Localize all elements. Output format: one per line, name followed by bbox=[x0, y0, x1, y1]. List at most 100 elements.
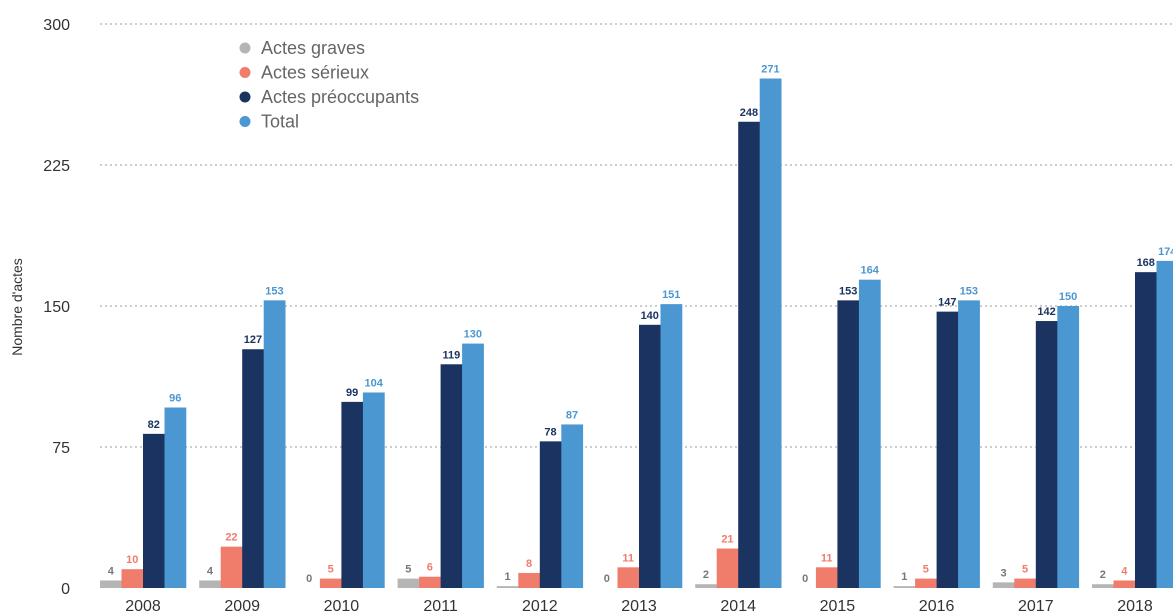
data-label: 153 bbox=[265, 285, 283, 297]
legend-entry: Actes préoccupants bbox=[261, 87, 419, 107]
data-label: 127 bbox=[244, 334, 262, 346]
bar bbox=[164, 407, 187, 588]
data-label: 2 bbox=[1100, 569, 1106, 581]
data-label: 11 bbox=[622, 552, 634, 564]
data-label: 153 bbox=[960, 285, 978, 297]
bar bbox=[263, 300, 286, 588]
data-label: 0 bbox=[306, 573, 312, 585]
x-tick-label: 2013 bbox=[621, 598, 657, 614]
bar bbox=[539, 441, 562, 588]
bar bbox=[518, 572, 541, 588]
bar bbox=[496, 586, 519, 588]
data-label: 271 bbox=[761, 64, 779, 76]
data-label: 87 bbox=[566, 409, 578, 421]
bar bbox=[958, 300, 980, 588]
x-tick-label: 2016 bbox=[919, 598, 955, 614]
bar bbox=[220, 546, 243, 588]
legend: Actes graves Actes sérieux Actes préoccupa… bbox=[239, 38, 419, 132]
data-label: 248 bbox=[740, 107, 758, 119]
x-tick-label: 2017 bbox=[1018, 598, 1054, 614]
bar bbox=[992, 582, 1015, 588]
data-label: 153 bbox=[839, 285, 857, 297]
x-tick-label: 2012 bbox=[522, 598, 558, 614]
x-tick-label: 2018 bbox=[1117, 598, 1153, 614]
data-label: 151 bbox=[662, 289, 680, 301]
data-label: 11 bbox=[821, 552, 833, 564]
legend-entry: Total bbox=[261, 112, 299, 132]
x-axis-ticks: 2008 2009 2010 2011 2012 2013 2014 2015 2016 2017… bbox=[125, 598, 1153, 614]
y-tick-label: 75 bbox=[52, 440, 70, 457]
data-label: 21 bbox=[721, 534, 733, 546]
data-label: 104 bbox=[364, 377, 383, 389]
bar bbox=[1113, 580, 1136, 588]
bar bbox=[362, 392, 385, 588]
data-label: 5 bbox=[1022, 564, 1028, 576]
grid-lines bbox=[100, 23, 1173, 448]
data-label: 10 bbox=[126, 554, 138, 566]
bar bbox=[1035, 321, 1058, 588]
bar bbox=[242, 349, 264, 588]
data-label: 119 bbox=[442, 349, 460, 361]
x-tick-label: 2011 bbox=[423, 598, 458, 614]
bars bbox=[100, 78, 1173, 589]
data-label: 0 bbox=[604, 573, 610, 585]
data-label: 5 bbox=[328, 564, 334, 576]
data-label: 142 bbox=[1037, 306, 1055, 318]
data-label: 4 bbox=[1121, 565, 1128, 577]
legend-marker bbox=[239, 116, 251, 127]
bar bbox=[143, 433, 165, 588]
x-tick-label: 2015 bbox=[820, 598, 856, 614]
data-label: 168 bbox=[1137, 257, 1155, 269]
x-tick-label: 2008 bbox=[125, 598, 161, 614]
bar bbox=[419, 576, 441, 588]
data-label: 147 bbox=[938, 297, 956, 309]
bar bbox=[837, 300, 860, 588]
data-label: 5 bbox=[405, 564, 411, 576]
bar bbox=[915, 578, 937, 588]
bar bbox=[100, 580, 122, 588]
bar bbox=[341, 401, 364, 588]
bar bbox=[199, 580, 221, 588]
bar bbox=[397, 578, 420, 588]
bar bbox=[660, 304, 683, 588]
data-label: 99 bbox=[346, 387, 358, 399]
data-label: 5 bbox=[923, 564, 929, 576]
y-tick-label: 150 bbox=[43, 299, 70, 316]
x-tick-label: 2014 bbox=[720, 598, 756, 614]
data-label: 2 bbox=[703, 569, 709, 581]
bar bbox=[462, 343, 484, 588]
x-tick-label: 2010 bbox=[324, 598, 360, 614]
data-label: 8 bbox=[526, 558, 532, 570]
data-label: 78 bbox=[544, 426, 556, 438]
bar bbox=[1014, 578, 1037, 588]
data-label: 4 bbox=[207, 565, 214, 577]
bar bbox=[319, 578, 342, 588]
data-label: 164 bbox=[860, 265, 879, 277]
bar bbox=[1156, 260, 1173, 588]
data-label: 0 bbox=[802, 573, 808, 585]
bar bbox=[561, 424, 584, 588]
y-axis-label: Nombre d'actes bbox=[9, 258, 25, 356]
bar bbox=[639, 324, 661, 588]
bar bbox=[1057, 306, 1080, 588]
data-label: 130 bbox=[464, 329, 482, 341]
data-label: 6 bbox=[427, 562, 433, 574]
data-label: 150 bbox=[1059, 291, 1077, 303]
bar bbox=[936, 311, 959, 588]
y-tick-label: 0 bbox=[61, 581, 70, 598]
legend-marker bbox=[239, 67, 251, 78]
legend-entry: Actes graves bbox=[261, 38, 365, 58]
data-label: 96 bbox=[169, 393, 181, 405]
bar bbox=[617, 567, 640, 588]
data-label: 1 bbox=[504, 571, 510, 583]
data-label: 1 bbox=[901, 571, 907, 583]
x-tick-label: 2009 bbox=[224, 598, 260, 614]
y-tick-label: 225 bbox=[43, 158, 70, 175]
data-label: 22 bbox=[225, 532, 237, 544]
legend-entry: Actes sérieux bbox=[261, 63, 369, 83]
bar bbox=[738, 121, 760, 588]
data-label: 174 bbox=[1158, 246, 1173, 258]
bar bbox=[1092, 584, 1114, 588]
